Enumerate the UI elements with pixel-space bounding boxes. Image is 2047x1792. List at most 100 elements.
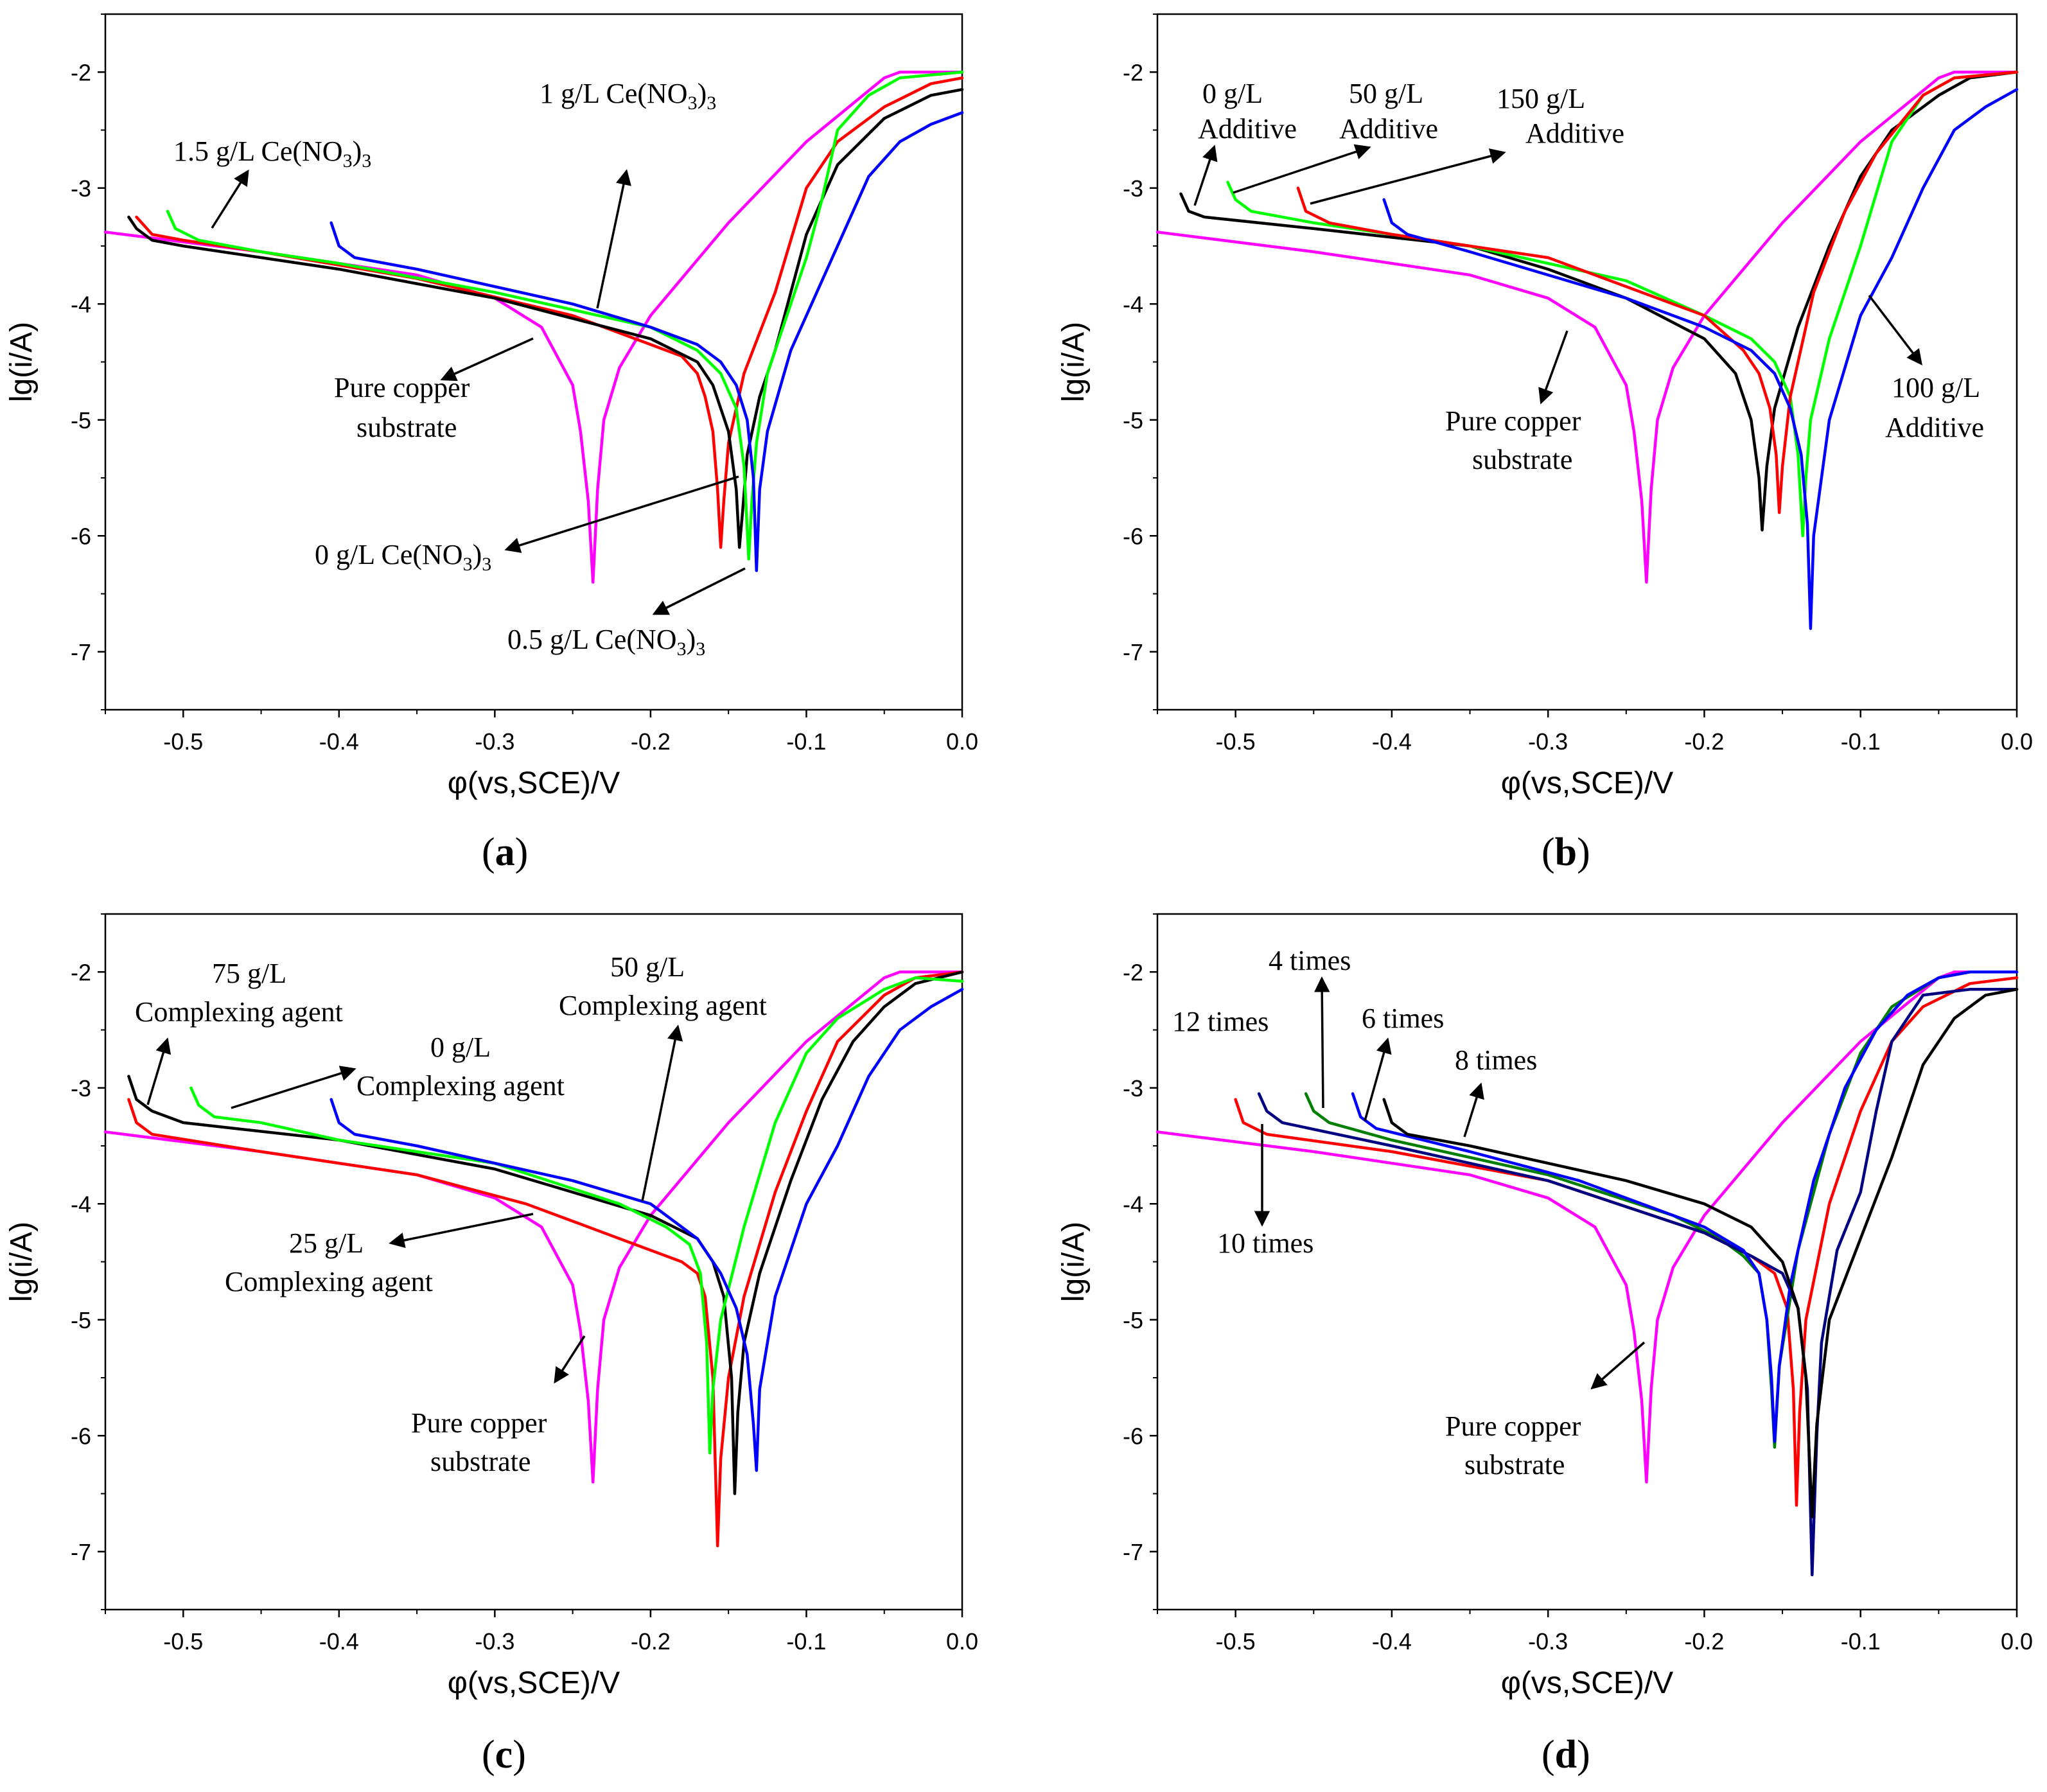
annotation-label: Complexing agent [356,1070,565,1102]
annotation-label: Complexing agent [135,996,343,1028]
annotation-arrow [641,1024,683,1202]
y-axis-label: lg(i/A) [1057,1222,1091,1302]
annotation-label: 75 g/L [212,958,286,989]
annotation-label: 150 g/L [1497,83,1585,114]
y-axis-label: lg(i/A) [4,1222,39,1302]
x-tick-label: -0.3 [475,728,514,755]
x-tick-label: -0.5 [1216,728,1256,755]
y-tick-label: -6 [71,523,91,549]
x-tick-label: -0.2 [1684,1628,1724,1655]
series-line-100-g-l-additive [1382,88,2019,630]
x-tick-label: 0.0 [2001,728,2033,755]
annotation-label: 0.5 g/L Ce(NO3)3 [507,624,705,660]
x-tick-label: -0.5 [163,1628,203,1655]
series-line-pure-copper-substrate [103,971,964,1484]
x-tick-label: 0.0 [946,1628,978,1655]
annotation-label: 8 times [1455,1044,1537,1076]
x-tick-label: -0.1 [786,728,826,755]
annotation-label: 10 times [1217,1227,1313,1259]
x-tick-label: 0.0 [2001,1628,2033,1655]
annotation-label: Pure copper [1445,405,1581,437]
annotation-label: 4 times [1269,945,1351,976]
x-tick-label: -0.3 [475,1628,514,1655]
series-line-1-5-g-l-ce-no3-3 [329,111,964,572]
y-tick-label: -7 [1123,1539,1143,1565]
x-tick-label: -0.4 [319,728,359,755]
series-line-6-times [1351,971,2019,1443]
y-tick-label: -5 [1123,407,1143,434]
y-tick-label: -3 [1123,1075,1143,1102]
annotation-label: 0 g/L [430,1032,491,1063]
x-tick-label: -0.2 [1684,728,1724,755]
annotation-label: Additive [1339,113,1438,145]
annotation-label: 25 g/L [289,1227,364,1259]
annotation-arrow [1364,1037,1392,1121]
x-axis-label: φ(vs,SCE)/V [448,1666,620,1700]
x-tick-label: 0.0 [946,728,978,755]
annotation-arrow [1310,148,1506,205]
y-tick-label: -4 [71,291,91,317]
annotation-arrow [652,567,746,615]
annotation-label: substrate [1464,1449,1565,1480]
chart-panel-a: -0.5 -0.4 -0.3 -0.2 -0.1 0.0 -2 -3 -4 -5 -6 -7 φ(vs,… [4,13,978,874]
series-line-8-times [1382,988,2019,1518]
series-line-25-g-l-complexing-agent [127,971,964,1547]
x-tick-label: -0.1 [1841,1628,1881,1655]
series-line-10-times [1234,976,2019,1507]
annotation-label: 50 g/L [1349,78,1423,109]
x-tick-label: -0.4 [319,1628,359,1655]
annotation-label: Complexing agent [225,1266,433,1297]
annotation-arrow [1590,1341,1646,1390]
annotation-label: 0 g/L Ce(NO3)3 [315,539,491,575]
y-tick-label: -2 [71,959,91,985]
annotation-label: Additive [1885,412,1984,443]
annotation-label: 6 times [1362,1003,1444,1034]
series-line-12-times [1257,988,2019,1577]
annotation-label: 0 g/L [1202,78,1263,109]
x-tick-label: -0.4 [1372,728,1412,755]
annotation-arrow [1538,330,1568,405]
annotation-label: Pure copper [1445,1410,1581,1442]
y-tick-label: -2 [1123,59,1143,85]
annotation-arrow [440,337,534,382]
series-line-0-g-l-complexing-agent [189,976,964,1455]
y-tick-label: -3 [71,1075,91,1102]
x-tick-label: -0.3 [1528,1628,1568,1655]
series-line-0-g-l-ce-no3-3 [135,76,964,549]
panel-label: (d) [1542,1733,1590,1777]
y-tick-label: -3 [71,175,91,202]
annotation-label: substrate [1472,444,1572,475]
series-line-75-g-l-complexing-agent [127,971,964,1495]
annotation-label: 100 g/L [1892,372,1980,403]
annotation-label: Additive [1525,118,1624,149]
y-tick-label: -5 [71,1307,91,1333]
annotation-arrow [1313,976,1330,1109]
annotation-arrow [1233,144,1371,194]
y-tick-label: -4 [1123,291,1143,317]
series-line-50-g-l-complexing-agent [329,988,964,1472]
y-tick-label: -6 [1123,523,1143,549]
y-tick-label: -5 [71,407,91,434]
series-line-pure-copper-substrate [1155,971,2019,1484]
annotation-label: Additive [1198,113,1297,145]
x-tick-label: -0.1 [1841,728,1881,755]
y-tick-label: -5 [1123,1307,1143,1333]
y-tick-label: -4 [71,1191,91,1217]
series-line-pure-copper-substrate [1155,71,2019,584]
x-tick-label: -0.4 [1372,1628,1412,1655]
x-tick-label: -0.5 [1216,1628,1256,1655]
series-line-150-g-l-additive [1296,71,2019,514]
series-line-1-g-l-ce-no3-3 [166,71,964,561]
x-tick-label: -0.3 [1528,728,1568,755]
y-axis-label: lg(i/A) [1057,322,1091,402]
annotation-label: Pure copper [411,1407,547,1439]
annotation-label: 12 times [1172,1006,1269,1037]
annotation-arrow [389,1213,534,1249]
x-axis-label: φ(vs,SCE)/V [1501,766,1673,800]
panel-label: (b) [1542,830,1590,874]
x-tick-label: -0.2 [631,1628,671,1655]
annotation-label: substrate [430,1446,531,1477]
annotation-arrow [504,475,739,553]
panel-label: (c) [482,1733,526,1777]
